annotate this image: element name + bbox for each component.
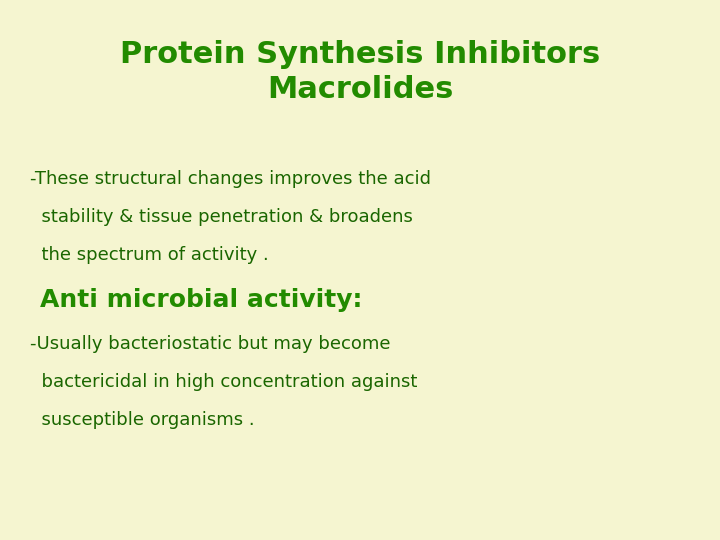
Text: the spectrum of activity .: the spectrum of activity .	[30, 246, 269, 264]
Text: susceptible organisms .: susceptible organisms .	[30, 411, 255, 429]
Text: bactericidal in high concentration against: bactericidal in high concentration again…	[30, 373, 418, 392]
Text: -Usually bacteriostatic but may become: -Usually bacteriostatic but may become	[30, 335, 390, 353]
Text: Protein Synthesis Inhibitors
Macrolides: Protein Synthesis Inhibitors Macrolides	[120, 40, 600, 104]
Text: -These structural changes improves the acid: -These structural changes improves the a…	[30, 170, 431, 188]
Text: Anti microbial activity:: Anti microbial activity:	[40, 288, 362, 312]
Text: stability & tissue penetration & broadens: stability & tissue penetration & broaden…	[30, 208, 413, 226]
